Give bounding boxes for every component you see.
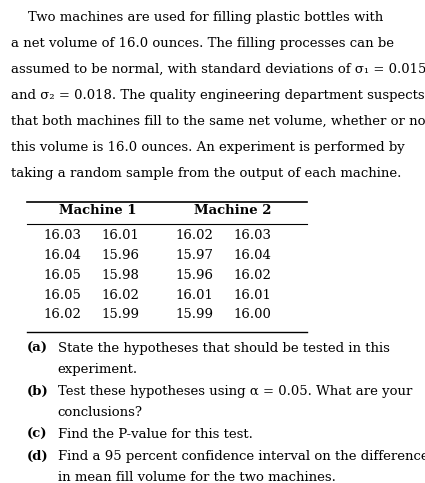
Text: 16.02: 16.02 [43,309,81,322]
Text: 16.01: 16.01 [101,229,139,242]
Text: Machine 1: Machine 1 [59,204,137,217]
Text: 16.01: 16.01 [175,289,213,301]
Text: Test these hypotheses using α = 0.05. What are your: Test these hypotheses using α = 0.05. Wh… [58,385,412,398]
Text: this volume is 16.0 ounces. An experiment is performed by: this volume is 16.0 ounces. An experimen… [11,141,405,154]
Text: 16.04: 16.04 [233,249,271,262]
Text: 16.00: 16.00 [233,309,271,322]
Text: experiment.: experiment. [58,363,138,376]
Text: 16.03: 16.03 [233,229,271,242]
Text: taking a random sample from the output of each machine.: taking a random sample from the output o… [11,167,402,180]
Text: that both machines fill to the same net volume, whether or not: that both machines fill to the same net … [11,115,425,128]
Text: Two machines are used for filling plastic bottles with: Two machines are used for filling plasti… [11,11,383,24]
Text: Machine 2: Machine 2 [195,204,272,217]
Text: and σ₂ = 0.018. The quality engineering department suspects: and σ₂ = 0.018. The quality engineering … [11,89,425,102]
Text: 16.02: 16.02 [101,289,139,301]
Text: 16.05: 16.05 [43,269,81,282]
Text: a net volume of 16.0 ounces. The filling processes can be: a net volume of 16.0 ounces. The filling… [11,37,394,50]
Text: (c): (c) [27,428,48,441]
Text: 15.99: 15.99 [175,309,213,322]
Text: 16.05: 16.05 [43,289,81,301]
Text: (a): (a) [27,341,48,355]
Text: assumed to be normal, with standard deviations of σ₁ = 0.015: assumed to be normal, with standard devi… [11,63,425,76]
Text: 16.04: 16.04 [43,249,81,262]
Text: conclusions?: conclusions? [58,406,143,419]
Text: Find the P-value for this test.: Find the P-value for this test. [58,428,252,441]
Text: (d): (d) [27,450,49,463]
Text: Find a 95 percent confidence interval on the difference: Find a 95 percent confidence interval on… [58,450,425,463]
Text: 16.02: 16.02 [233,269,271,282]
Text: 16.01: 16.01 [233,289,271,301]
Text: 16.02: 16.02 [175,229,213,242]
Text: 15.96: 15.96 [101,249,139,262]
Text: in mean fill volume for the two machines.: in mean fill volume for the two machines… [58,471,336,483]
Text: 15.97: 15.97 [175,249,213,262]
Text: State the hypotheses that should be tested in this: State the hypotheses that should be test… [58,341,390,355]
Text: 15.96: 15.96 [175,269,213,282]
Text: 15.98: 15.98 [101,269,139,282]
Text: 16.03: 16.03 [43,229,81,242]
Text: 15.99: 15.99 [101,309,139,322]
Text: (b): (b) [27,385,49,398]
